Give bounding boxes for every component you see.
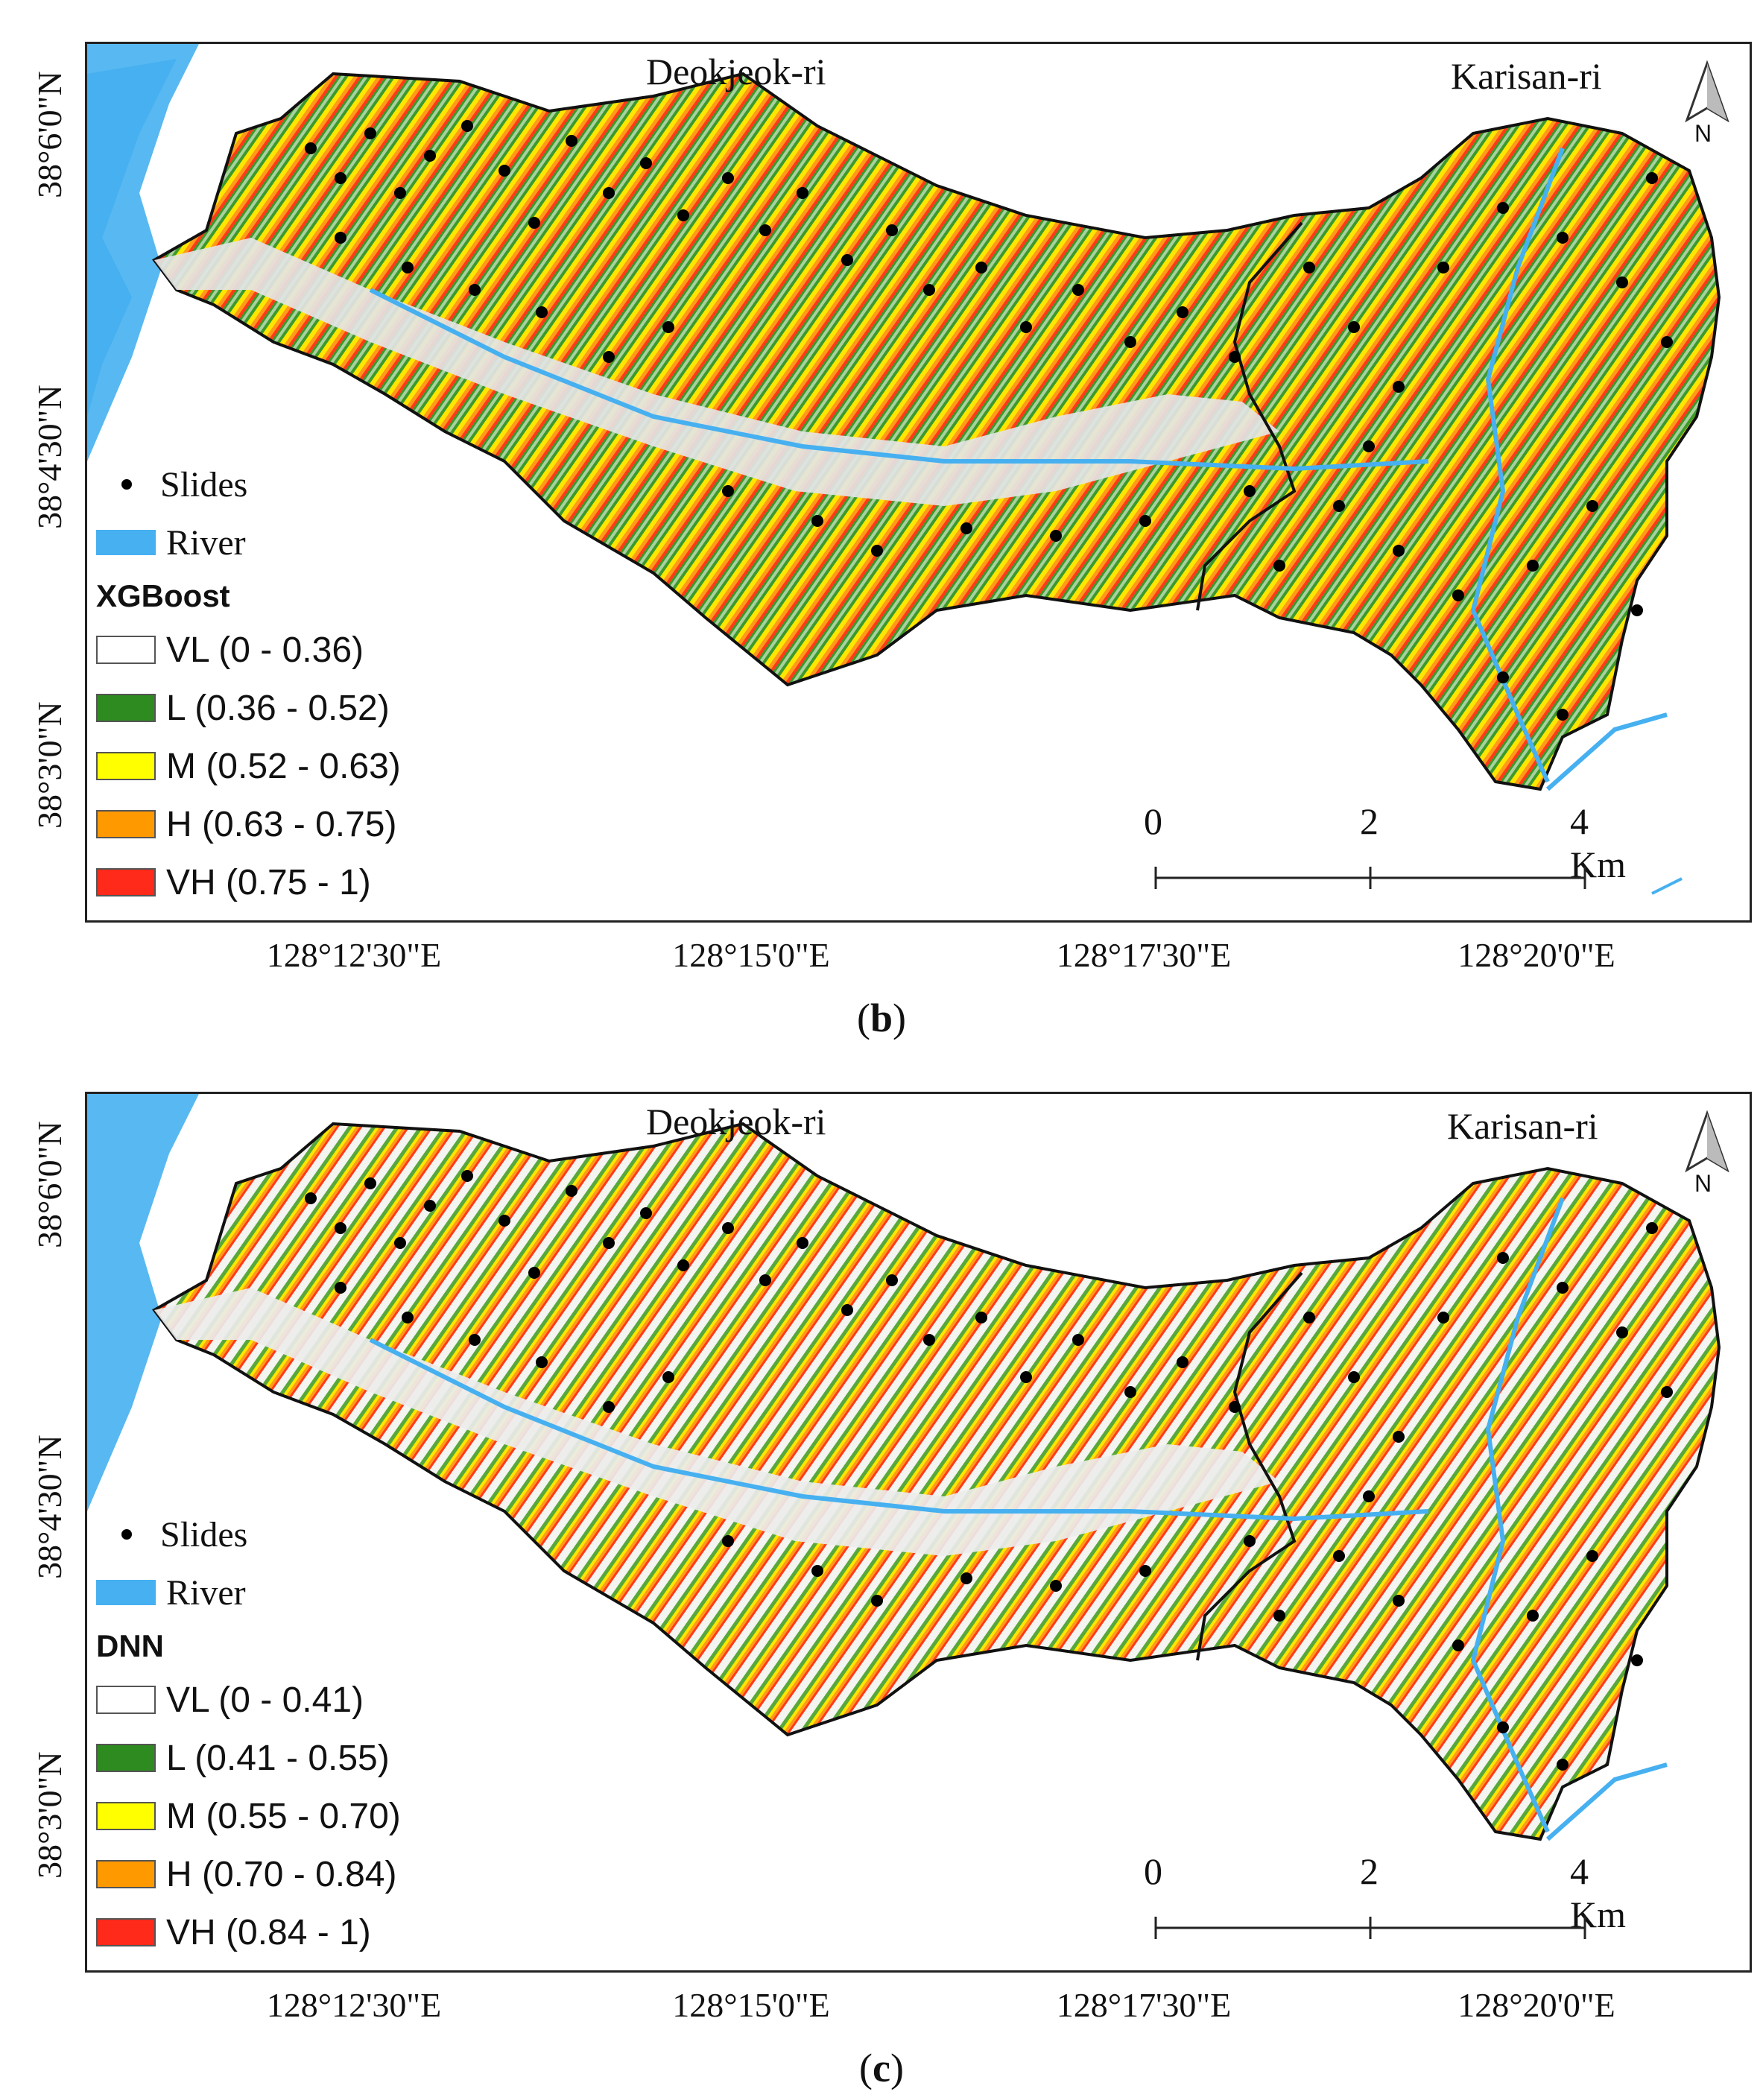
swatch-h [96, 1860, 156, 1888]
main-river [87, 44, 199, 461]
place-label-east: Karisan-ri [1447, 1105, 1598, 1147]
place-label-east: Karisan-ri [1451, 55, 1602, 97]
lat-tick-label: 38°6'0"N [31, 1121, 69, 1248]
swatch-vl [96, 636, 156, 664]
legend: Slides River DNN VL (0 - 0.41) L (0.41 -… [96, 1505, 401, 1961]
legend-class: H (0.70 - 0.84) [96, 1845, 401, 1903]
slide-dot-icon [121, 1529, 132, 1540]
map-panel-c: Deokjeok-ri Karisan-ri N Slides River DN… [0, 1050, 1763, 2100]
north-arrow: N [1681, 60, 1733, 150]
landslide-points [305, 1170, 1673, 1771]
swatch-vh [96, 1918, 156, 1946]
north-label: N [1694, 120, 1712, 147]
scale-label-2: 2 [1360, 800, 1379, 842]
swatch-l [96, 694, 156, 722]
legend-class: L (0.41 - 0.55) [96, 1729, 401, 1787]
place-label-west: Deokjeok-ri [646, 51, 826, 92]
lon-tick-label: 128°15'0"E [672, 936, 830, 974]
legend-class: L (0.36 - 0.52) [96, 679, 401, 737]
scale-label-2: 2 [1360, 1850, 1379, 1892]
swatch-h [96, 810, 156, 838]
scale-bar-line [1154, 1917, 1586, 1939]
lon-tick-label: 128°12'30"E [266, 936, 442, 974]
legend-class: VH (0.84 - 1) [96, 1903, 401, 1961]
panel-caption: (b) [856, 996, 907, 1040]
river-swatch [96, 1580, 156, 1605]
legend-class: VL (0 - 0.36) [96, 621, 401, 679]
lat-tick-label: 38°4'30"N [31, 385, 69, 529]
legend-class: VH (0.75 - 1) [96, 853, 401, 911]
legend-class: VL (0 - 0.41) [96, 1671, 401, 1729]
north-arrow-icon [1685, 1110, 1729, 1173]
swatch-m [96, 752, 156, 780]
river-swatch [96, 530, 156, 555]
swatch-l [96, 1744, 156, 1772]
legend-class: M (0.55 - 0.70) [96, 1787, 401, 1845]
lon-tick-label: 128°17'30"E [1056, 936, 1232, 974]
lon-tick-label: 128°15'0"E [672, 1986, 830, 2024]
scale-label-0: 0 [1144, 1850, 1162, 1892]
legend-title: DNN [96, 1628, 164, 1663]
lat-tick-label: 38°4'30"N [31, 1435, 69, 1579]
place-label-west: Deokjeok-ri [646, 1101, 826, 1142]
north-arrow-icon [1685, 60, 1729, 123]
legend: Slides River XGBoost VL (0 - 0.36) L (0.… [96, 455, 401, 911]
legend-river: River [96, 1563, 401, 1622]
scale-bar: 0 2 4 Km [1144, 800, 1626, 904]
swatch-m [96, 1802, 156, 1830]
slide-dot-icon [121, 479, 132, 490]
lon-tick-label: 128°17'30"E [1056, 1986, 1232, 2024]
scale-label-4: 4 Km [1570, 800, 1626, 885]
lat-tick-label: 38°3'0"N [31, 701, 69, 829]
lat-tick-label: 38°6'0"N [31, 71, 69, 198]
scale-label-4: 4 Km [1570, 1850, 1626, 1935]
lon-tick-label: 128°20'0"E [1457, 936, 1615, 974]
lat-tick-label: 38°3'0"N [31, 1751, 69, 1879]
watershed-area [152, 1122, 1721, 1841]
swatch-vl [96, 1686, 156, 1714]
panel-caption: (c) [859, 2046, 904, 2090]
watershed-area [152, 72, 1721, 791]
scale-bar-line [1154, 867, 1586, 889]
lon-tick-label: 128°20'0"E [1457, 1986, 1615, 2024]
map-frame: Deokjeok-ri Karisan-ri N Slides River DN… [85, 1092, 1752, 1973]
landslide-points [305, 120, 1673, 721]
legend-river: River [96, 513, 401, 572]
scale-bar: 0 2 4 Km [1144, 1850, 1626, 1954]
legend-class: H (0.63 - 0.75) [96, 795, 401, 853]
legend-title: XGBoost [96, 578, 230, 613]
scale-label-0: 0 [1144, 800, 1162, 842]
legend-slides: Slides [96, 455, 401, 513]
legend-slides: Slides [96, 1505, 401, 1563]
susceptibility-map [87, 1094, 1721, 1841]
map-panel-b: Deokjeok-ri Karisan-ri N Slides River XG… [31, 42, 1752, 1040]
lon-tick-label: 128°12'30"E [266, 1986, 442, 2024]
north-label: N [1694, 1170, 1712, 1197]
map-frame: Deokjeok-ri Karisan-ri N Slides River XG… [85, 42, 1752, 923]
susceptibility-map [87, 44, 1721, 895]
swatch-vh [96, 868, 156, 896]
main-river [87, 1094, 199, 1511]
north-arrow: N [1681, 1110, 1733, 1200]
legend-class: M (0.52 - 0.63) [96, 737, 401, 795]
